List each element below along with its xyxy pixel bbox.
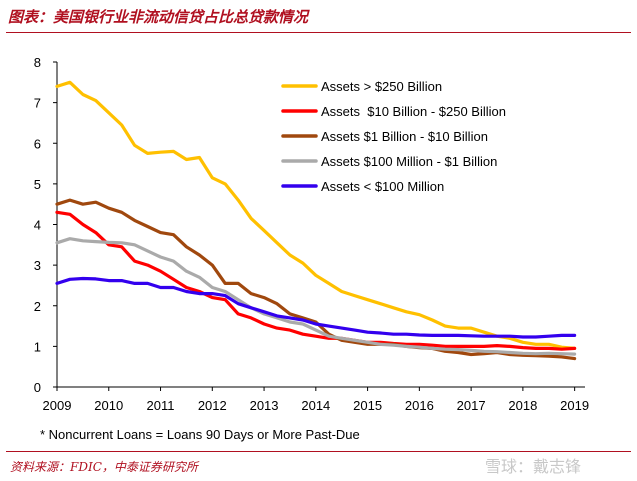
- series-line-1: [55, 210, 577, 351]
- legend-label: Assets $1 Billion - $10 Billion: [321, 129, 488, 144]
- legend-label: Assets $10 Billion - $250 Billion: [321, 104, 506, 119]
- x-tick-label: 2015: [353, 398, 382, 413]
- x-tick-label: 2016: [405, 398, 434, 413]
- footnote: * Noncurrent Loans = Loans 90 Days or Mo…: [40, 427, 360, 442]
- y-tick-label: 5: [34, 177, 41, 192]
- series-line-2: [55, 198, 577, 361]
- x-tick-label: 2019: [560, 398, 589, 413]
- legend-label: Assets $100 Million - $1 Billion: [321, 154, 497, 169]
- y-tick-label: 6: [34, 136, 41, 151]
- x-tick-label: 2014: [301, 398, 330, 413]
- source-note: 资料来源：FDIC，中泰证券研究所: [10, 460, 198, 474]
- x-tick-label: 2009: [43, 398, 72, 413]
- x-tick-label: 2013: [250, 398, 279, 413]
- y-tick-label: 4: [34, 218, 41, 233]
- series-line-0: [55, 80, 577, 350]
- y-tick-label: 7: [34, 96, 41, 111]
- series-lines: [55, 80, 577, 361]
- series-line-3: [55, 237, 577, 356]
- y-tick-label: 1: [34, 339, 41, 354]
- x-tick-label: 2011: [147, 398, 175, 413]
- y-tick-label: 0: [34, 380, 41, 395]
- legend-label: Assets < $100 Million: [321, 179, 444, 194]
- y-axis-ticks: 0 1 2 3 4 5 6 7 8: [34, 55, 57, 395]
- legend-label: Assets > $250 Billion: [321, 79, 442, 94]
- x-axis-ticks: 2009 2010 2011 2012 2013 2014 2015 2016 2017 2018…: [43, 387, 589, 413]
- series-line-4: [55, 276, 577, 339]
- footer-divider: [6, 451, 631, 452]
- watermark: 雪球：戴志锋: [485, 459, 582, 476]
- x-tick-label: 2018: [508, 398, 537, 413]
- x-tick-label: 2010: [94, 398, 123, 413]
- x-tick-label: 2012: [198, 398, 227, 413]
- y-tick-label: 2: [34, 299, 41, 314]
- x-tick-label: 2017: [457, 398, 486, 413]
- title-divider: [6, 32, 631, 33]
- legend: Assets > $250 Billion Assets $10 Billion …: [281, 79, 506, 194]
- chart-title: 图表：美国银行业非流动信贷占比总贷款情况: [8, 8, 309, 26]
- y-tick-label: 3: [34, 258, 41, 273]
- y-tick-label: 8: [34, 55, 41, 70]
